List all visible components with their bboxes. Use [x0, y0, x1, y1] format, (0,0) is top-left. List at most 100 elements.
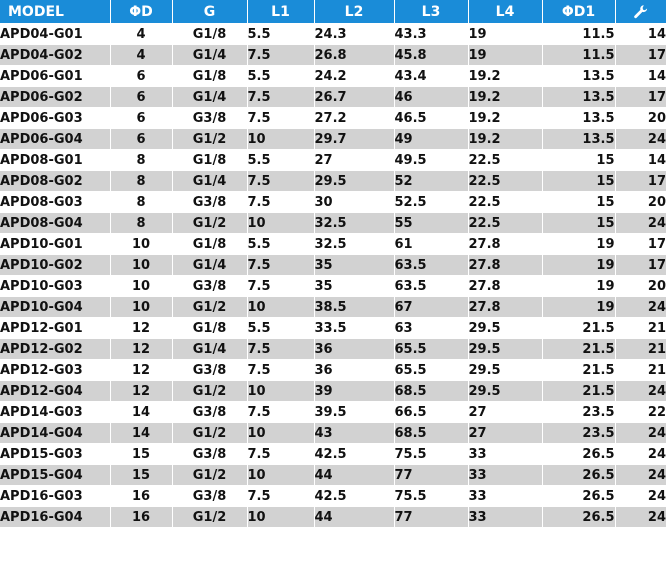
cell-l1: 7.5 [247, 86, 315, 108]
cell-wrench-size: 21 [615, 338, 666, 360]
table-row: APD08-G03 8 G3/8 7.5 30 52.5 22.5 15 20 [0, 191, 666, 213]
cell-l4: 29.5 [468, 338, 543, 360]
cell-model: APD12-G02 [0, 338, 111, 360]
table-row: APD08-G04 8 G1/2 10 32.5 55 22.5 15 24 [0, 212, 666, 234]
cell-d1: 13.5 [542, 65, 616, 87]
cell-wrench-size: 24 [615, 443, 666, 465]
table-row: APD06-G04 6 G1/2 10 29.7 49 19.2 13.5 24 [0, 128, 666, 150]
cell-wrench-size: 20 [615, 275, 666, 297]
cell-diameter: 4 [110, 44, 173, 66]
cell-model: APD08-G04 [0, 212, 111, 234]
cell-l2: 27.2 [314, 107, 395, 129]
cell-l3: 46 [394, 86, 469, 108]
cell-wrench-size: 14 [615, 149, 666, 171]
cell-l2: 27 [314, 149, 395, 171]
cell-l3: 46.5 [394, 107, 469, 129]
cell-diameter: 6 [110, 128, 173, 150]
table-row: APD12-G04 12 G1/2 10 39 68.5 29.5 21.5 24 [0, 380, 666, 402]
table-row: APD12-G01 12 G1/8 5.5 33.5 63 29.5 21.5 21 [0, 317, 666, 339]
cell-wrench-size: 24 [615, 212, 666, 234]
cell-model: APD08-G01 [0, 149, 111, 171]
cell-l4: 33 [468, 485, 543, 507]
cell-l4: 22.5 [468, 212, 543, 234]
cell-diameter: 12 [110, 380, 173, 402]
cell-d1: 15 [542, 170, 616, 192]
cell-diameter: 8 [110, 191, 173, 213]
cell-d1: 19 [542, 254, 616, 276]
cell-l3: 52 [394, 170, 469, 192]
cell-diameter: 4 [110, 23, 173, 45]
table-row: APD15-G03 15 G3/8 7.5 42.5 75.5 33 26.5 24 [0, 443, 666, 465]
table-row: APD15-G04 15 G1/2 10 44 77 33 26.5 24 [0, 464, 666, 486]
cell-l3: 66.5 [394, 401, 469, 423]
cell-thread: G1/8 [172, 149, 248, 171]
cell-d1: 15 [542, 212, 616, 234]
cell-l3: 63 [394, 317, 469, 339]
table-row: APD06-G01 6 G1/8 5.5 24.2 43.4 19.2 13.5 14 [0, 65, 666, 87]
cell-model: APD06-G03 [0, 107, 111, 129]
cell-l2: 30 [314, 191, 395, 213]
cell-d1: 21.5 [542, 380, 616, 402]
cell-wrench-size: 17 [615, 233, 666, 255]
cell-model: APD12-G01 [0, 317, 111, 339]
cell-wrench-size: 17 [615, 254, 666, 276]
cell-d1: 19 [542, 296, 616, 318]
table-row: APD08-G01 8 G1/8 5.5 27 49.5 22.5 15 14 [0, 149, 666, 171]
cell-l2: 39 [314, 380, 395, 402]
wrench-icon [633, 4, 649, 20]
cell-l2: 24.3 [314, 23, 395, 45]
cell-model: APD15-G03 [0, 443, 111, 465]
cell-wrench-size: 24 [615, 380, 666, 402]
cell-model: APD08-G03 [0, 191, 111, 213]
cell-thread: G3/8 [172, 275, 248, 297]
cell-l1: 7.5 [247, 170, 315, 192]
cell-model: APD14-G03 [0, 401, 111, 423]
cell-thread: G1/2 [172, 212, 248, 234]
cell-l3: 77 [394, 506, 469, 528]
cell-l4: 19.2 [468, 128, 543, 150]
cell-l1: 10 [247, 506, 315, 528]
table-row: APD10-G02 10 G1/4 7.5 35 63.5 27.8 19 17 [0, 254, 666, 276]
cell-model: APD12-G04 [0, 380, 111, 402]
cell-diameter: 15 [110, 443, 173, 465]
table-row: APD10-G01 10 G1/8 5.5 32.5 61 27.8 19 17 [0, 233, 666, 255]
cell-d1: 13.5 [542, 107, 616, 129]
cell-l3: 68.5 [394, 380, 469, 402]
cell-wrench-size: 14 [615, 23, 666, 45]
cell-thread: G1/2 [172, 128, 248, 150]
cell-l4: 27 [468, 422, 543, 444]
cell-thread: G1/2 [172, 506, 248, 528]
table-body: APD04-G01 4 G1/8 5.5 24.3 43.3 19 11.5 14 APD04-G… [0, 23, 666, 528]
cell-l1: 7.5 [247, 44, 315, 66]
cell-l1: 10 [247, 464, 315, 486]
cell-d1: 23.5 [542, 422, 616, 444]
cell-wrench-size: 14 [615, 65, 666, 87]
cell-l4: 19 [468, 44, 543, 66]
cell-l1: 10 [247, 380, 315, 402]
table-row: APD14-G04 14 G1/2 10 43 68.5 27 23.5 24 [0, 422, 666, 444]
cell-d1: 13.5 [542, 128, 616, 150]
cell-wrench-size: 17 [615, 86, 666, 108]
cell-diameter: 14 [110, 401, 173, 423]
cell-diameter: 16 [110, 506, 173, 528]
cell-model: APD04-G01 [0, 23, 111, 45]
cell-l3: 52.5 [394, 191, 469, 213]
cell-thread: G3/8 [172, 191, 248, 213]
cell-d1: 26.5 [542, 485, 616, 507]
cell-l2: 32.5 [314, 212, 395, 234]
cell-model: APD12-G03 [0, 359, 111, 381]
cell-l4: 29.5 [468, 380, 543, 402]
header-thread: G [172, 0, 248, 24]
cell-l2: 44 [314, 464, 395, 486]
cell-wrench-size: 17 [615, 170, 666, 192]
cell-model: APD10-G03 [0, 275, 111, 297]
cell-l1: 10 [247, 212, 315, 234]
cell-l4: 29.5 [468, 359, 543, 381]
cell-thread: G1/4 [172, 170, 248, 192]
spec-table: MODEL ΦD G L1 L2 L3 L4 ΦD1 APD04-G01 4 G1/… [0, 0, 666, 528]
cell-wrench-size: 24 [615, 128, 666, 150]
table-row: APD14-G03 14 G3/8 7.5 39.5 66.5 27 23.5 22 [0, 401, 666, 423]
cell-thread: G3/8 [172, 107, 248, 129]
cell-l3: 65.5 [394, 359, 469, 381]
cell-l2: 42.5 [314, 443, 395, 465]
